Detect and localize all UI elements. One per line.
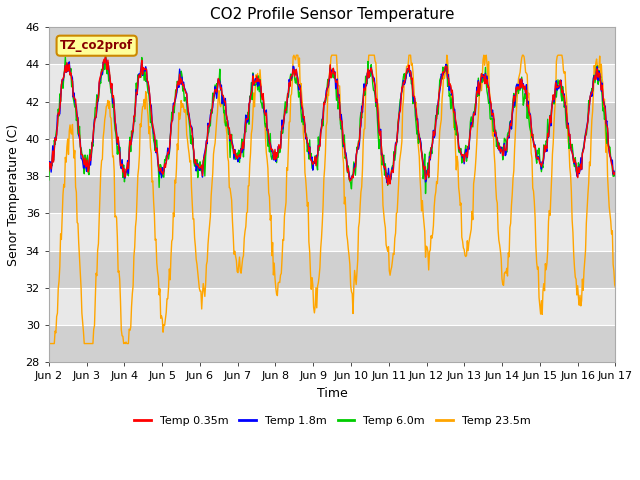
Title: CO2 Profile Sensor Temperature: CO2 Profile Sensor Temperature <box>210 7 454 22</box>
Bar <box>49 102 616 139</box>
Bar <box>49 64 616 102</box>
Bar <box>49 213 616 251</box>
Legend: Temp 0.35m, Temp 1.8m, Temp 6.0m, Temp 23.5m: Temp 0.35m, Temp 1.8m, Temp 6.0m, Temp 2… <box>129 411 535 430</box>
Text: TZ_co2prof: TZ_co2prof <box>60 39 133 52</box>
Y-axis label: Senor Temperature (C): Senor Temperature (C) <box>7 123 20 266</box>
Bar <box>49 27 616 64</box>
Bar <box>49 288 616 325</box>
Bar <box>49 176 616 213</box>
Bar <box>49 251 616 288</box>
Bar <box>49 139 616 176</box>
X-axis label: Time: Time <box>317 387 348 400</box>
Bar <box>49 325 616 362</box>
